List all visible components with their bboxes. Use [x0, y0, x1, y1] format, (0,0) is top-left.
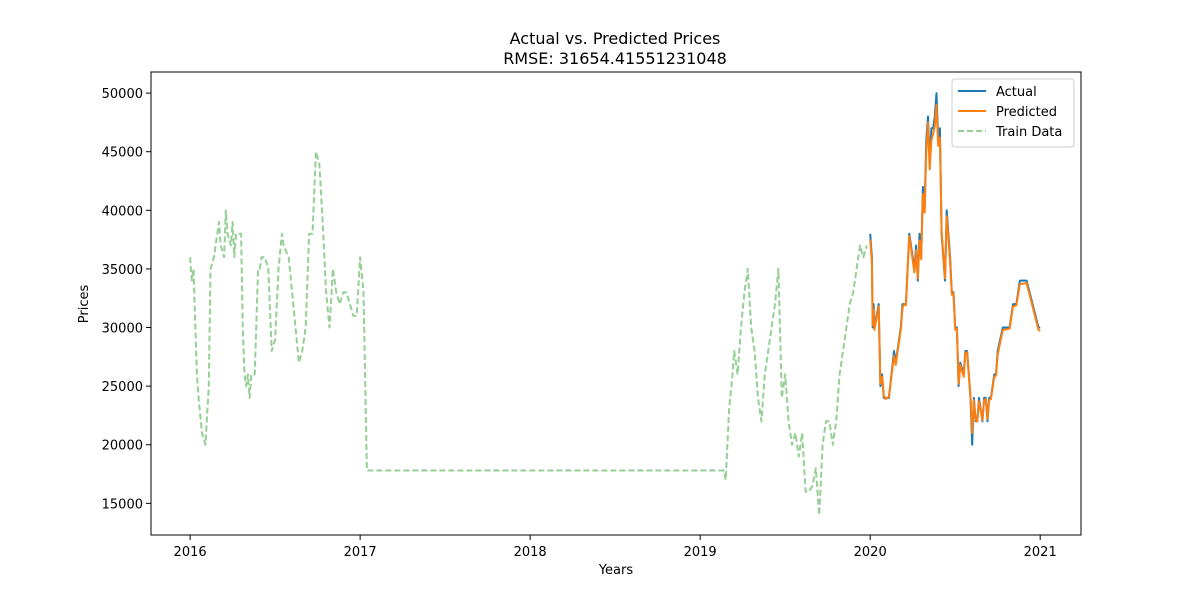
legend-box — [951, 78, 1075, 148]
x-tick-label: 2021 — [1024, 545, 1057, 560]
x-tick-label: 2020 — [854, 545, 887, 560]
y-tick-label: 30000 — [102, 322, 143, 337]
plot-frame — [150, 71, 1082, 536]
y-axis: 15000 20000 25000 30000 35000 40000 45000 50000 — [102, 87, 151, 512]
y-tick-label: 50000 — [102, 87, 143, 102]
series-line-train-data — [189, 150, 868, 517]
x-axis: 2016 2017 2018 2019 2020 2021 — [174, 535, 1057, 560]
x-tick-label: 2019 — [684, 545, 717, 560]
legend-label-predicted: Predicted — [996, 105, 1057, 120]
chart-subtitle: RMSE: 31654.41551231048 — [503, 49, 727, 68]
chart-title: Actual vs. Predicted Prices — [510, 29, 721, 48]
y-tick-label: 20000 — [102, 439, 143, 454]
plot-area — [189, 92, 1041, 517]
y-tick-label: 15000 — [102, 497, 143, 512]
legend-label-actual: Actual — [996, 85, 1037, 100]
y-tick-label: 25000 — [102, 380, 143, 395]
x-tick-label: 2018 — [514, 545, 547, 560]
x-axis-label: Years — [598, 563, 634, 578]
y-tick-label: 40000 — [102, 204, 143, 219]
legend: Actual Predicted Train Data — [951, 78, 1075, 148]
y-tick-label: 45000 — [102, 146, 143, 161]
y-axis-label: Prices — [77, 285, 92, 324]
series-line-predicted — [869, 103, 1041, 434]
x-tick-label: 2016 — [174, 545, 207, 560]
legend-label-train-data: Train Data — [995, 125, 1062, 140]
x-tick-label: 2017 — [344, 545, 377, 560]
y-tick-label: 35000 — [102, 263, 143, 278]
